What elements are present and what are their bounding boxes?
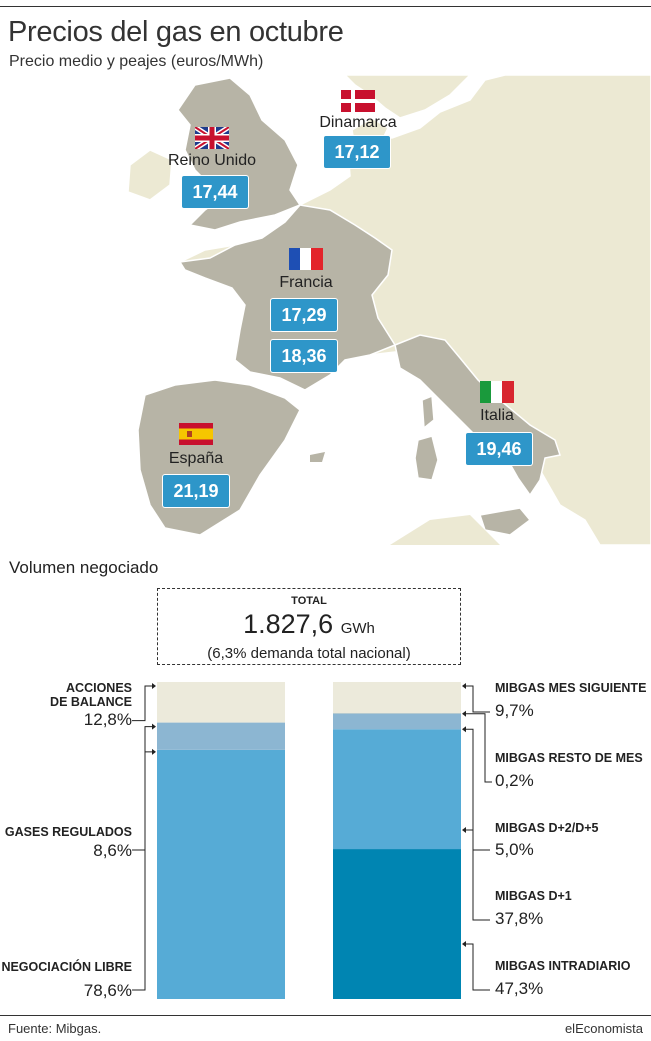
section-title: Volumen negociado [9,558,159,577]
label-dinamarca: Dinamarca [319,114,397,131]
left-bar-segment-1 [157,722,285,750]
right-bar-segment-1 [333,729,461,850]
italy-flag-icon [480,381,514,403]
label-balance-2: DE BALANCE [50,695,132,709]
pct-d1: 37,8% [495,909,544,928]
map-great-britain [177,77,302,231]
arrow-libre [152,748,156,755]
total-value-line: 1.827,6 GWh [158,609,460,644]
price-espana: 21,19 [163,475,229,507]
pct-resto-mes: 0,2% [495,771,534,790]
pct-intradiario: 47,3% [495,979,544,998]
bracket-mes-siguiente [466,685,490,713]
arrow-regulados [152,723,156,730]
arrow-intradiario [462,941,466,947]
bracket-intradiario [466,943,490,991]
total-note: (6,3% demanda total nacional) [207,645,411,662]
total-unit: GWh [340,620,375,637]
pct-libre: 78,6% [83,981,132,1000]
brand-logo: elEconomista [564,1021,643,1036]
arrow-balance [152,683,156,689]
label-regulados: GASES REGULADOS [4,825,132,839]
right-bar-segment-0 [333,849,461,999]
price-francia-2: 18,36 [271,340,337,372]
arrow-d2d5 [462,827,466,833]
map-balearic [310,452,325,462]
bracket-libre [132,751,152,991]
map-sardinia [414,435,439,481]
total-box: TOTAL 1.827,6 GWh (6,3% demanda total na… [157,588,461,665]
france-flag-icon [289,248,323,270]
pct-mes-siguiente: 9,7% [495,701,534,720]
top-rule [0,6,651,7]
pct-d2d5: 5,0% [495,840,534,859]
arrow-resto-mes [462,710,466,717]
label-balance-1: ACCIONES [66,681,132,695]
bracket-balance [132,685,152,722]
label-reino-unido: Reino Unido [167,152,257,169]
spain-flag-icon [179,423,213,445]
label-d2d5: MIBGAS D+2/D+5 [495,821,599,835]
label-libre: NEGOCIACIÓN LIBRE [1,960,132,974]
total-value: 1.827,6 [243,609,334,639]
bottom-rule [0,1015,651,1016]
map-ireland [127,149,173,201]
label-mes-siguiente: MIBGAS MES SIGUIENTE [495,681,647,695]
pct-regulados: 8,6% [93,841,132,860]
label-intradiario: MIBGAS INTRADIARIO [495,959,631,973]
left-bar-segment-0 [157,749,285,999]
uk-flag-icon [195,127,229,149]
bracket-resto-mes [466,713,492,783]
price-italia: 19,46 [466,433,532,465]
pct-balance: 12,8% [83,710,132,729]
right-bar-segment-3 [333,712,461,714]
bracket-d1 [466,728,490,921]
right-bar-segment-4 [333,682,461,713]
bracket-regulados [132,726,152,851]
bracket-d2d5 [466,829,490,851]
arrow-mes-siguiente [462,683,466,689]
left-bar-segment-2 [157,682,285,723]
label-resto-mes: MIBGAS RESTO DE MES [495,751,643,765]
map-corsica [421,394,435,430]
price-francia-1: 17,29 [271,299,337,331]
label-d1: MIBGAS D+1 [495,889,572,903]
denmark-flag-icon [341,90,375,112]
chart-title: Precios del gas en octubre [8,16,344,48]
label-italia: Italia [480,407,514,424]
total-label: TOTAL [291,595,327,607]
label-espana: España [168,450,224,467]
source-note: Fuente: Mibgas. [8,1021,102,1036]
map-scandinavia [343,75,472,119]
map-sicily [479,507,532,536]
map-north-africa [390,515,500,545]
chart-subtitle: Precio medio y peajes (euros/MWh) [9,53,264,70]
price-reino-unido: 17,44 [182,176,248,208]
right-bar-segment-2 [333,713,461,730]
price-dinamarca: 17,12 [324,136,390,168]
label-francia: Francia [279,274,333,291]
arrow-d1 [462,726,466,733]
